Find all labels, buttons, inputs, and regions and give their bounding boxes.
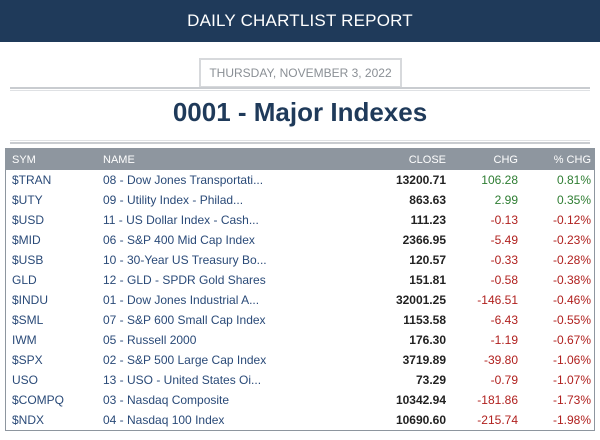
name-link[interactable]: 07 - S&P 600 Small Cap Index <box>103 313 266 327</box>
column-header-chg[interactable]: CHG <box>493 154 518 166</box>
change-value: 2.99 <box>494 193 518 207</box>
change-value: -0.58 <box>490 273 518 287</box>
table-row[interactable]: $NDX 04 - Nasdaq 100 Index 10690.60 -215.74… <box>6 410 594 430</box>
name-link[interactable]: 11 - US Dollar Index - Cash... <box>103 213 259 227</box>
symbol-link[interactable]: $INDU <box>12 293 49 307</box>
change-value: -1.19 <box>490 333 518 347</box>
name-link[interactable]: 02 - S&P 500 Large Cap Index <box>103 353 267 367</box>
close-value: 13200.71 <box>395 173 446 187</box>
change-value: -181.86 <box>477 393 518 407</box>
table-row[interactable]: $MID 06 - S&P 400 Mid Cap Index 2366.95 -5.… <box>6 230 594 250</box>
name-link[interactable]: 03 - Nasdaq Composite <box>103 393 230 407</box>
report-title: DAILY CHARTLIST REPORT <box>187 11 413 30</box>
name-link[interactable]: 13 - USO - United States Oi... <box>103 373 262 387</box>
symbol-link[interactable]: GLD <box>12 273 37 287</box>
change-value: -0.13 <box>490 213 518 227</box>
indexes-table: SYM NAME CLOSE CHG % CHG $TRAN 08 - Dow J… <box>5 148 595 431</box>
name-link[interactable]: 05 - Russell 2000 <box>103 333 197 347</box>
chartlist-title: 0001 - Major Indexes <box>172 97 428 127</box>
table-row[interactable]: USO 13 - USO - United States Oi... 73.29 -0… <box>6 370 594 390</box>
percent-change-value: 0.81% <box>556 173 591 187</box>
symbol-link[interactable]: IWM <box>12 333 37 347</box>
name-link[interactable]: 06 - S&P 400 Mid Cap Index <box>103 233 255 247</box>
name-link[interactable]: 04 - Nasdaq 100 Index <box>103 413 225 427</box>
symbol-link[interactable]: $MID <box>12 233 41 247</box>
close-value: 10342.94 <box>395 393 446 407</box>
symbol-link[interactable]: $USD <box>12 213 45 227</box>
table-row[interactable]: $COMPQ 03 - Nasdaq Composite 10342.94 -181.… <box>6 390 594 410</box>
close-value: 32001.25 <box>395 293 446 307</box>
table-row[interactable]: $USB 10 - 30-Year US Treasury Bo... 120.57… <box>6 250 594 270</box>
name-link[interactable]: 10 - 30-Year US Treasury Bo... <box>103 253 267 267</box>
close-value: 1153.58 <box>403 313 446 327</box>
close-value: 3719.89 <box>402 353 446 367</box>
percent-change-value: -1.73% <box>552 393 591 407</box>
close-value: 176.30 <box>409 333 446 347</box>
table-row[interactable]: $INDU 01 - Dow Jones Industrial A... 32001… <box>6 290 594 310</box>
table-row[interactable]: $UTY 09 - Utility Index - Philad... 863.63… <box>6 190 594 210</box>
change-value: -5.49 <box>490 233 518 247</box>
close-value: 120.57 <box>409 253 446 267</box>
symbol-link[interactable]: $TRAN <box>12 173 52 187</box>
symbol-link[interactable]: $UTY <box>12 193 43 207</box>
table-row[interactable]: $SML 07 - S&P 600 Small Cap Index 1153.58 -… <box>6 310 594 330</box>
percent-change-value: -0.23% <box>552 233 591 247</box>
close-value: 2366.95 <box>402 233 446 247</box>
percent-change-value: -0.55% <box>552 313 591 327</box>
symbol-link[interactable]: $SPX <box>12 353 43 367</box>
percent-change-value: -0.28% <box>552 253 591 267</box>
table-row[interactable]: $USD 11 - US Dollar Index - Cash... 111.23… <box>6 210 594 230</box>
divider <box>10 142 590 144</box>
change-value: -6.43 <box>490 313 518 327</box>
symbol-link[interactable]: $USB <box>12 253 44 267</box>
close-value: 73.29 <box>415 373 446 387</box>
report-header: DAILY CHARTLIST REPORT <box>0 0 600 42</box>
percent-change-value: -0.46% <box>552 293 591 307</box>
column-header-name[interactable]: NAME <box>103 154 135 166</box>
close-value: 10690.60 <box>395 413 446 427</box>
report-date: THURSDAY, NOVEMBER 3, 2022 <box>199 58 402 88</box>
column-header-close[interactable]: CLOSE <box>408 154 446 166</box>
table-row[interactable]: GLD 12 - GLD - SPDR Gold Shares 151.81 -0.5… <box>6 270 594 290</box>
percent-change-value: -1.98% <box>552 413 591 427</box>
name-link[interactable]: 12 - GLD - SPDR Gold Shares <box>103 273 266 287</box>
change-value: -0.33 <box>490 253 518 267</box>
percent-change-value: -0.67% <box>552 333 591 347</box>
name-link[interactable]: 01 - Dow Jones Industrial A... <box>103 293 260 307</box>
change-value: -0.79 <box>490 373 518 387</box>
table-row[interactable]: IWM 05 - Russell 2000 176.30 -1.19 -0.67% <box>6 330 594 350</box>
percent-change-value: -1.06% <box>552 353 591 367</box>
column-header-sym[interactable]: SYM <box>12 154 36 166</box>
close-value: 111.23 <box>410 213 446 227</box>
percent-change-value: 0.35% <box>556 193 591 207</box>
symbol-link[interactable]: $COMPQ <box>12 393 65 407</box>
change-value: 106.28 <box>481 173 518 187</box>
column-header-pct[interactable]: % CHG <box>553 154 591 166</box>
name-link[interactable]: 08 - Dow Jones Transportati... <box>103 173 264 187</box>
divider <box>10 90 590 91</box>
close-value: 151.81 <box>409 273 446 287</box>
percent-change-value: -0.12% <box>552 213 591 227</box>
change-value: -39.80 <box>483 353 518 367</box>
divider <box>10 140 590 141</box>
table-body: $TRAN 08 - Dow Jones Transportati... 13200… <box>6 170 594 430</box>
symbol-link[interactable]: $NDX <box>12 413 45 427</box>
close-value: 863.63 <box>409 193 446 207</box>
percent-change-value: -1.07% <box>552 373 591 387</box>
percent-change-value: -0.38% <box>552 273 591 287</box>
change-value: -146.51 <box>477 293 518 307</box>
table-row[interactable]: $TRAN 08 - Dow Jones Transportati... 13200… <box>6 170 594 190</box>
table-header: SYM NAME CLOSE CHG % CHG <box>6 149 594 170</box>
table-row[interactable]: $SPX 02 - S&P 500 Large Cap Index 3719.89 -… <box>6 350 594 370</box>
divider <box>10 87 590 89</box>
change-value: -215.74 <box>477 413 518 427</box>
symbol-link[interactable]: $SML <box>12 313 44 327</box>
name-link[interactable]: 09 - Utility Index - Philad... <box>103 193 244 207</box>
symbol-link[interactable]: USO <box>12 373 39 387</box>
